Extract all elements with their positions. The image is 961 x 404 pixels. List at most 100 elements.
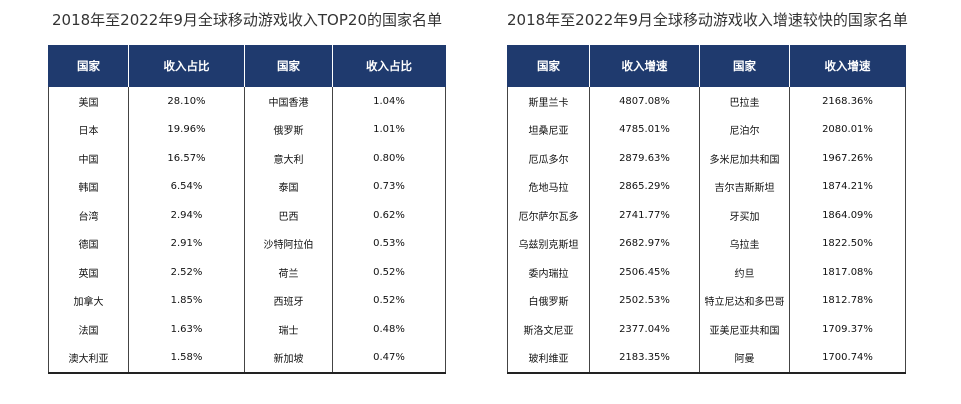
table-cell: 英国 bbox=[48, 258, 129, 287]
table-cell: 约旦 bbox=[699, 258, 790, 287]
table-row: 坦桑尼亚 4785.01% 尼泊尔 2080.01% bbox=[507, 115, 906, 144]
table-row: 美国 28.10% 中国香港 1.04% bbox=[48, 87, 446, 116]
table-cell: 台湾 bbox=[48, 201, 129, 230]
header-cell: 国家 bbox=[48, 45, 129, 87]
table-cell: 新加坡 bbox=[244, 343, 333, 374]
data-table: 国家 收入占比 国家 收入占比 美国 28.10% 中国香港 1.04% 日本 19.96% 俄罗斯… bbox=[48, 45, 446, 374]
header-cell: 国家 bbox=[507, 45, 590, 87]
table-header: 国家 收入占比 国家 收入占比 bbox=[48, 45, 446, 87]
table-cell: 0.48% bbox=[332, 315, 446, 344]
table-cell: 1967.26% bbox=[789, 144, 906, 173]
table-cell: 2682.97% bbox=[589, 229, 700, 258]
table-cell: 亚美尼亚共和国 bbox=[699, 315, 790, 344]
table-row: 乌兹别克斯坦 2682.97% 乌拉圭 1822.50% bbox=[507, 229, 906, 258]
header-cell: 国家 bbox=[699, 45, 790, 87]
table-cell: 2.52% bbox=[128, 258, 245, 287]
table-cell: 特立尼达和多巴哥 bbox=[699, 286, 790, 315]
table-cell: 2377.04% bbox=[589, 315, 700, 344]
table-cell: 2865.29% bbox=[589, 172, 700, 201]
table-cell: 多米尼加共和国 bbox=[699, 144, 790, 173]
table-row: 中国 16.57% 意大利 0.80% bbox=[48, 144, 446, 173]
table-cell: 巴拉圭 bbox=[699, 87, 790, 116]
table-cell: 1.58% bbox=[128, 343, 245, 374]
table-row: 加拿大 1.85% 西班牙 0.52% bbox=[48, 286, 446, 315]
table-cell: 0.47% bbox=[332, 343, 446, 374]
header-cell: 收入增速 bbox=[789, 45, 906, 87]
table-cell: 玻利维亚 bbox=[507, 343, 590, 374]
table-row: 厄瓜多尔 2879.63% 多米尼加共和国 1967.26% bbox=[507, 144, 906, 173]
table-cell: 俄罗斯 bbox=[244, 115, 333, 144]
table-cell: 尼泊尔 bbox=[699, 115, 790, 144]
table-cell: 牙买加 bbox=[699, 201, 790, 230]
table-cell: 1812.78% bbox=[789, 286, 906, 315]
table-cell: 28.10% bbox=[128, 87, 245, 116]
table-cell: 1.01% bbox=[332, 115, 446, 144]
table-cell: 白俄罗斯 bbox=[507, 286, 590, 315]
table-title: 2018年至2022年9月全球移动游戏收入增速较快的国家名单 bbox=[507, 11, 908, 29]
table-row: 斯里兰卡 4807.08% 巴拉圭 2168.36% bbox=[507, 87, 906, 116]
table-cell: 2.94% bbox=[128, 201, 245, 230]
table-cell: 斯里兰卡 bbox=[507, 87, 590, 116]
table-cell: 荷兰 bbox=[244, 258, 333, 287]
table-cell: 厄瓜多尔 bbox=[507, 144, 590, 173]
table-cell: 1817.08% bbox=[789, 258, 906, 287]
table-cell: 1864.09% bbox=[789, 201, 906, 230]
table-cell: 美国 bbox=[48, 87, 129, 116]
table-row: 日本 19.96% 俄罗斯 1.01% bbox=[48, 115, 446, 144]
table-row: 韩国 6.54% 泰国 0.73% bbox=[48, 172, 446, 201]
table-cell: 1709.37% bbox=[789, 315, 906, 344]
table-cell: 西班牙 bbox=[244, 286, 333, 315]
table-cell: 中国香港 bbox=[244, 87, 333, 116]
table-row: 法国 1.63% 瑞士 0.48% bbox=[48, 315, 446, 344]
table-cell: 1874.21% bbox=[789, 172, 906, 201]
table-cell: 2502.53% bbox=[589, 286, 700, 315]
header-cell: 收入增速 bbox=[589, 45, 700, 87]
table-cell: 2506.45% bbox=[589, 258, 700, 287]
table-cell: 19.96% bbox=[128, 115, 245, 144]
table-cell: 日本 bbox=[48, 115, 129, 144]
table-cell: 加拿大 bbox=[48, 286, 129, 315]
table-cell: 瑞士 bbox=[244, 315, 333, 344]
table-row: 玻利维亚 2183.35% 阿曼 1700.74% bbox=[507, 343, 906, 374]
table-cell: 中国 bbox=[48, 144, 129, 173]
table-cell: 2183.35% bbox=[589, 343, 700, 374]
table-cell: 危地马拉 bbox=[507, 172, 590, 201]
table-cell: 0.80% bbox=[332, 144, 446, 173]
table-cell: 阿曼 bbox=[699, 343, 790, 374]
table-title: 2018年至2022年9月全球移动游戏收入TOP20的国家名单 bbox=[52, 11, 442, 29]
table-cell: 巴西 bbox=[244, 201, 333, 230]
header-cell: 收入占比 bbox=[332, 45, 446, 87]
table-cell: 2879.63% bbox=[589, 144, 700, 173]
table-cell: 吉尔吉斯斯坦 bbox=[699, 172, 790, 201]
table-cell: 澳大利亚 bbox=[48, 343, 129, 374]
table-body: 斯里兰卡 4807.08% 巴拉圭 2168.36% 坦桑尼亚 4785.01% 尼泊尔 20… bbox=[507, 87, 906, 374]
table-cell: 德国 bbox=[48, 229, 129, 258]
table-cell: 1.04% bbox=[332, 87, 446, 116]
table-header: 国家 收入增速 国家 收入增速 bbox=[507, 45, 906, 87]
table-body: 美国 28.10% 中国香港 1.04% 日本 19.96% 俄罗斯 1.01% 中国 16.57… bbox=[48, 87, 446, 374]
table-row: 斯洛文尼亚 2377.04% 亚美尼亚共和国 1709.37% bbox=[507, 315, 906, 344]
table-cell: 0.62% bbox=[332, 201, 446, 230]
table-cell: 6.54% bbox=[128, 172, 245, 201]
table-cell: 0.53% bbox=[332, 229, 446, 258]
table-row: 厄尔萨尔瓦多 2741.77% 牙买加 1864.09% bbox=[507, 201, 906, 230]
table-cell: 2.91% bbox=[128, 229, 245, 258]
table-row: 澳大利亚 1.58% 新加坡 0.47% bbox=[48, 343, 446, 374]
table-cell: 2080.01% bbox=[789, 115, 906, 144]
table-cell: 沙特阿拉伯 bbox=[244, 229, 333, 258]
table-row: 白俄罗斯 2502.53% 特立尼达和多巴哥 1812.78% bbox=[507, 286, 906, 315]
header-cell: 国家 bbox=[244, 45, 333, 87]
table-cell: 1.85% bbox=[128, 286, 245, 315]
table-cell: 4785.01% bbox=[589, 115, 700, 144]
header-row: 国家 收入增速 国家 收入增速 bbox=[507, 45, 906, 87]
table-cell: 委内瑞拉 bbox=[507, 258, 590, 287]
table-row: 英国 2.52% 荷兰 0.52% bbox=[48, 258, 446, 287]
table-cell: 16.57% bbox=[128, 144, 245, 173]
table-cell: 1822.50% bbox=[789, 229, 906, 258]
table-row: 德国 2.91% 沙特阿拉伯 0.53% bbox=[48, 229, 446, 258]
table-cell: 0.52% bbox=[332, 258, 446, 287]
table-cell: 0.73% bbox=[332, 172, 446, 201]
table-cell: 1.63% bbox=[128, 315, 245, 344]
table-cell: 意大利 bbox=[244, 144, 333, 173]
